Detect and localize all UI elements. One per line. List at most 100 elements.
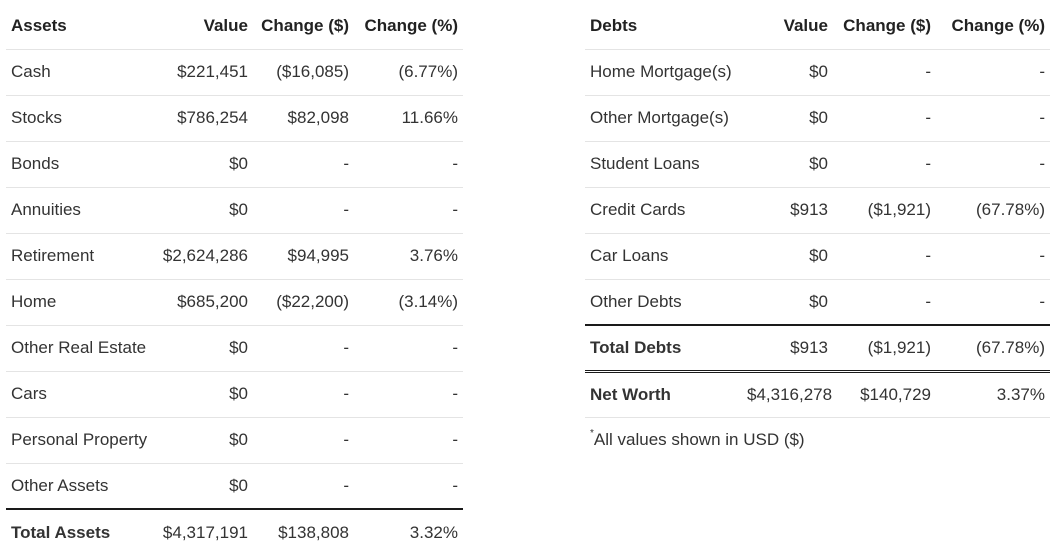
asset-value: $0	[155, 463, 253, 510]
debt-change: -	[833, 233, 936, 280]
asset-change-pct: (6.77%)	[354, 49, 463, 96]
asset-change: $82,098	[253, 95, 354, 142]
footnote-text: All values shown in USD ($)	[593, 430, 805, 449]
asset-value: $221,451	[155, 49, 253, 96]
net-worth-value: $4,316,278	[742, 371, 833, 418]
debt-value: $0	[742, 141, 833, 188]
asset-value: $0	[155, 325, 253, 372]
debt-name: Home Mortgage(s)	[585, 49, 742, 96]
debt-change-pct: -	[936, 95, 1050, 142]
debt-change: ($1,921)	[833, 187, 936, 234]
debt-change-pct: -	[936, 141, 1050, 188]
net-worth-change: $140,729	[833, 371, 936, 418]
assets-table: Assets Value Change ($) Change (%) Cash …	[6, 3, 463, 555]
total-debts-change-pct: (67.78%)	[936, 325, 1050, 373]
table-row: Other Mortgage(s) $0 - -	[585, 95, 1050, 142]
debt-name: Student Loans	[585, 141, 742, 188]
net-worth-label: Net Worth	[585, 371, 742, 418]
debt-change-pct: (67.78%)	[936, 187, 1050, 234]
table-row: Student Loans $0 - -	[585, 141, 1050, 188]
table-row: Cash $221,451 ($16,085) (6.77%)	[6, 49, 463, 96]
debt-name: Other Debts	[585, 279, 742, 326]
table-row: Personal Property $0 - -	[6, 417, 463, 464]
asset-change: -	[253, 463, 354, 510]
table-row: Cars $0 - -	[6, 371, 463, 418]
asset-name: Cash	[6, 49, 155, 96]
net-worth-row: Net Worth $4,316,278 $140,729 3.37%	[585, 371, 1050, 418]
debts-header-change-pct: Change (%)	[936, 3, 1050, 50]
asset-change-pct: -	[354, 325, 463, 372]
assets-header-row: Assets Value Change ($) Change (%)	[6, 3, 463, 50]
debt-name: Other Mortgage(s)	[585, 95, 742, 142]
asset-change-pct: -	[354, 141, 463, 188]
table-row: Home $685,200 ($22,200) (3.14%)	[6, 279, 463, 326]
total-assets-value: $4,317,191	[162, 522, 248, 542]
assets-header-change-pct: Change (%)	[354, 3, 463, 50]
debt-change: -	[833, 141, 936, 188]
total-assets-row: Total Assets $4,317,191 $138,808 3.32%	[6, 509, 463, 555]
net-worth-change-pct: 3.37%	[936, 371, 1050, 418]
debt-value: $913	[742, 187, 833, 234]
total-debts-label: Total Debts	[585, 325, 742, 373]
currency-footnote: *All values shown in USD ($)	[590, 428, 805, 450]
debt-name: Credit Cards	[585, 187, 742, 234]
asset-change-pct: -	[354, 463, 463, 510]
debt-value: $0	[742, 95, 833, 142]
asset-change-pct: 11.66%	[354, 95, 463, 142]
asset-name: Retirement	[6, 233, 155, 280]
total-debts-row: Total Debts $913 ($1,921) (67.78%)	[585, 325, 1050, 373]
debts-header-value: Value	[742, 3, 833, 50]
asset-value: $685,200	[155, 279, 253, 326]
asset-change: -	[253, 417, 354, 464]
debt-value: $0	[742, 233, 833, 280]
total-assets-change-pct: 3.32%	[409, 522, 458, 542]
table-row: Other Real Estate $0 - -	[6, 325, 463, 372]
asset-value: $786,254	[155, 95, 253, 142]
asset-change: -	[253, 325, 354, 372]
asset-change-pct: -	[354, 187, 463, 234]
assets-header-change: Change ($)	[253, 3, 354, 50]
table-row: Stocks $786,254 $82,098 11.66%	[6, 95, 463, 142]
asset-value: $0	[155, 417, 253, 464]
assets-header-value: Value	[155, 3, 253, 50]
debt-change-pct: -	[936, 279, 1050, 326]
asset-change: -	[253, 141, 354, 188]
asset-change: -	[253, 187, 354, 234]
debt-change: -	[833, 95, 936, 142]
asset-change-pct: -	[354, 417, 463, 464]
table-row: Credit Cards $913 ($1,921) (67.78%)	[585, 187, 1050, 234]
asset-name: Other Real Estate	[6, 325, 155, 372]
total-debts-change: ($1,921)	[833, 325, 936, 373]
total-assets-change: $138,808	[278, 522, 349, 542]
debt-value: $0	[742, 279, 833, 326]
debt-change: -	[833, 49, 936, 96]
debt-change: -	[833, 279, 936, 326]
asset-name: Cars	[6, 371, 155, 418]
table-row: Other Debts $0 - -	[585, 279, 1050, 326]
asset-name: Personal Property	[6, 417, 155, 464]
asset-change-pct: (3.14%)	[354, 279, 463, 326]
asset-name: Annuities	[6, 187, 155, 234]
footnote-marker: *	[590, 428, 594, 439]
table-row: Home Mortgage(s) $0 - -	[585, 49, 1050, 96]
table-row: Car Loans $0 - -	[585, 233, 1050, 280]
debts-header-change: Change ($)	[833, 3, 936, 50]
asset-name: Bonds	[6, 141, 155, 188]
assets-header-label: Assets	[6, 3, 155, 50]
asset-value: $2,624,286	[155, 233, 253, 280]
table-row: Other Assets $0 - -	[6, 463, 463, 510]
asset-change: ($16,085)	[253, 49, 354, 96]
asset-change-pct: -	[354, 371, 463, 418]
debt-value: $0	[742, 49, 833, 96]
table-row: Retirement $2,624,286 $94,995 3.76%	[6, 233, 463, 280]
asset-value: $0	[155, 187, 253, 234]
asset-change: ($22,200)	[253, 279, 354, 326]
asset-change: $94,995	[253, 233, 354, 280]
asset-value: $0	[155, 141, 253, 188]
debt-change-pct: -	[936, 233, 1050, 280]
debts-header-label: Debts	[585, 3, 742, 50]
asset-change: -	[253, 371, 354, 418]
total-assets-label: Total Assets	[11, 522, 111, 542]
table-row: Annuities $0 - -	[6, 187, 463, 234]
debt-name: Car Loans	[585, 233, 742, 280]
